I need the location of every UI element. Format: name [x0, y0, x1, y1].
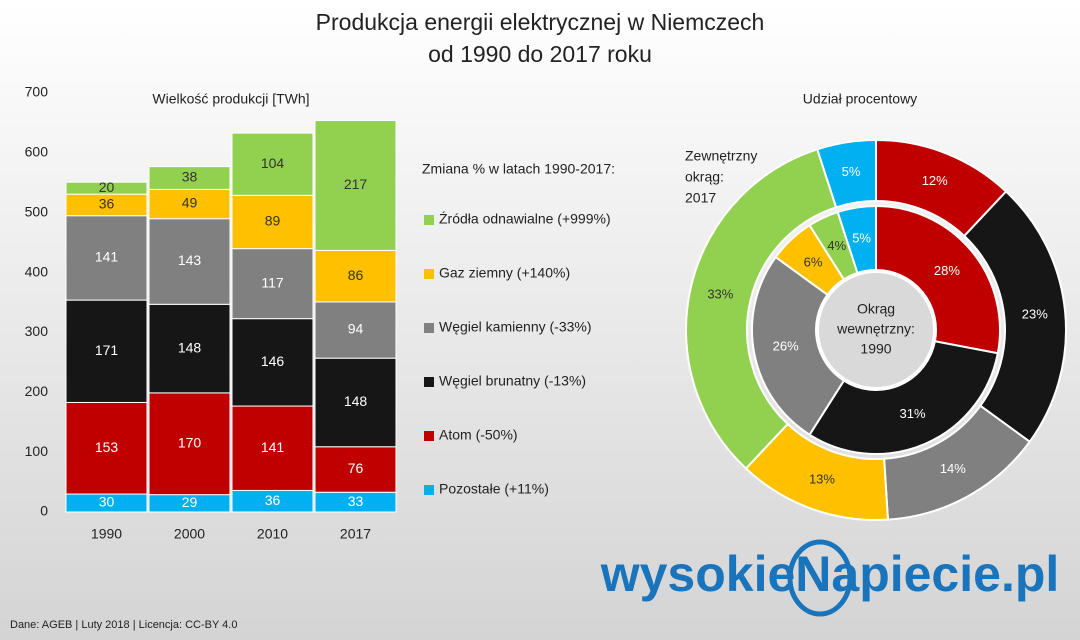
bar-segment	[148, 392, 231, 496]
bar-segment	[148, 218, 231, 305]
donut-slice	[685, 148, 838, 470]
legend-label: Węgiel kamienny (-33%)	[439, 319, 592, 335]
bar-label: 141	[261, 439, 285, 455]
ring-name: Zewnętrzny	[685, 148, 757, 164]
legend-swatch	[424, 269, 434, 279]
y-tick-label: 100	[25, 443, 49, 459]
bar-label: 76	[348, 460, 364, 476]
donut-slice	[836, 204, 877, 275]
slice-label: 6%	[804, 254, 823, 269]
bar-label: 38	[182, 169, 198, 185]
bar-label: 89	[265, 213, 281, 229]
legend-swatch	[424, 215, 434, 225]
chart-subtitle: Udział procentowy	[803, 91, 917, 107]
bar-label: 117	[261, 274, 284, 290]
bar-segment	[65, 181, 148, 195]
slice-label: 33%	[707, 287, 733, 302]
y-tick-label: 0	[40, 503, 48, 519]
logo-ring	[787, 539, 853, 617]
bar-label: 171	[95, 342, 119, 358]
bar-label: 148	[178, 339, 202, 355]
bar-segment	[231, 132, 314, 196]
slice-label: 26%	[773, 339, 799, 354]
bar-label: 146	[261, 353, 285, 369]
bar-segment	[148, 303, 231, 394]
legend-label: Atom (-50%)	[439, 427, 518, 443]
legend-label: Gaz ziemny (+140%)	[439, 265, 570, 281]
slice-label: 5%	[842, 164, 861, 179]
bar-segment	[314, 120, 397, 251]
bar-label: 49	[182, 195, 198, 211]
title-line: Produkcja energii elektrycznej w Niemcze…	[316, 9, 765, 35]
bar-segment	[148, 166, 231, 190]
slice-label: 23%	[1022, 306, 1048, 321]
donut-slice	[816, 138, 877, 209]
y-tick-label: 400	[25, 263, 49, 279]
slice-label: 4%	[827, 238, 846, 253]
ring-name: wewnętrzny:	[836, 321, 915, 337]
bar-segment	[314, 357, 397, 448]
source: Dane: AGEB | Luty 2018 | Licencja: CC-BY…	[10, 619, 237, 631]
bar-segment	[65, 215, 148, 301]
slice-label: 28%	[934, 263, 960, 278]
donut-slice	[875, 204, 1001, 355]
bar-label: 141	[95, 249, 119, 265]
bar-segment	[314, 301, 397, 359]
bar-label: 33	[348, 493, 364, 509]
bar-label: 153	[95, 439, 119, 455]
title-line: od 1990 do 2017 roku	[428, 41, 652, 67]
bar-segment	[314, 249, 397, 303]
bar-segment	[231, 248, 314, 320]
bar-label: 217	[344, 176, 368, 192]
bar-label: 36	[265, 492, 281, 508]
x-tick-label: 1990	[91, 526, 122, 542]
y-tick-label: 200	[25, 383, 49, 399]
y-tick-label: 300	[25, 323, 49, 339]
bar-segment	[314, 446, 397, 493]
legend-label: Źródła odnawialne (+999%)	[439, 211, 611, 227]
bar-label: 20	[99, 179, 115, 195]
bar-label: 30	[99, 494, 115, 510]
legend-title: Zmiana % w latach 1990-2017:	[422, 161, 615, 177]
slice-label: 31%	[900, 406, 926, 421]
bar-label: 148	[344, 393, 368, 409]
x-tick-label: 2000	[174, 526, 205, 542]
bar-label: 86	[348, 267, 364, 283]
bar-label: 143	[178, 252, 202, 268]
bar-label: 104	[261, 155, 285, 171]
bar-segment	[231, 405, 314, 491]
bar-label: 94	[348, 321, 364, 337]
y-tick-label: 700	[25, 84, 49, 100]
ring-name: Okrąg	[857, 301, 895, 317]
ring-name: okrąg:	[685, 169, 724, 185]
chart-subtitle: Wielkość produkcji [TWh]	[152, 91, 309, 107]
x-tick-label: 2010	[257, 526, 288, 542]
bar-label: 29	[182, 494, 198, 510]
center-disc	[817, 271, 935, 389]
bar-segment	[231, 318, 314, 407]
legend-swatch	[424, 485, 434, 495]
slice-label: 14%	[940, 461, 966, 476]
legend-swatch	[424, 431, 434, 441]
y-tick-label: 500	[25, 203, 49, 219]
legend-label: Węgiel brunatny (-13%)	[439, 373, 586, 389]
donut-slice	[808, 340, 999, 455]
x-tick-label: 2017	[340, 526, 371, 542]
y-tick-label: 600	[25, 144, 49, 160]
legend-swatch	[424, 323, 434, 333]
bar-label: 170	[178, 434, 202, 450]
legend-swatch	[424, 377, 434, 387]
donut-slice	[751, 255, 846, 437]
logo: wysokieNapiecie.pl	[600, 546, 1060, 602]
bar-label: 36	[99, 196, 115, 212]
ring-name: 2017	[685, 190, 716, 206]
slice-label: 12%	[922, 173, 948, 188]
legend-label: Pozostałe (+11%)	[439, 481, 549, 497]
ring-name: 1990	[860, 341, 891, 357]
slice-label: 13%	[809, 472, 835, 487]
bar-segment	[65, 299, 148, 403]
slice-label: 5%	[852, 231, 871, 246]
